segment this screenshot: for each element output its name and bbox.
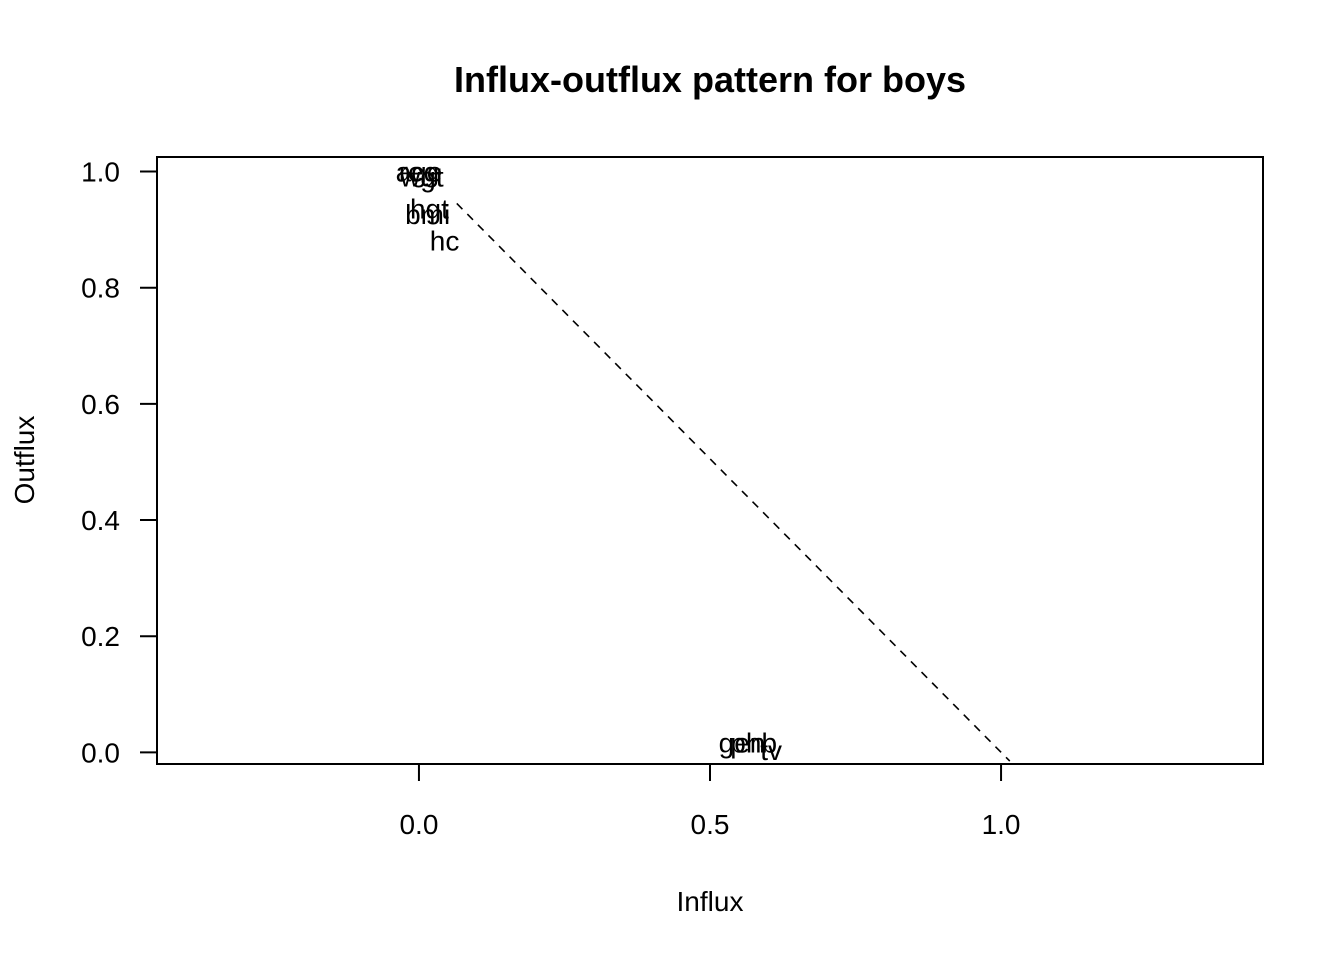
- y-axis: 0.0 0.2 0.4 0.6 0.8 1.0: [81, 157, 158, 768]
- point-label-reg: reg: [399, 157, 439, 188]
- y-tick-label: 1.0: [81, 157, 120, 188]
- point-label-age: age: [396, 157, 443, 188]
- y-tick-label: 0.4: [81, 505, 120, 536]
- x-axis-label: Influx: [677, 886, 744, 917]
- y-tick-label: 0.2: [81, 621, 120, 652]
- point-label-bmi: bmi: [405, 199, 450, 230]
- x-tick-label: 0.5: [691, 809, 730, 840]
- point-label-hc: hc: [430, 226, 460, 257]
- x-tick-label: 1.0: [982, 809, 1021, 840]
- point-label-gen: gen: [719, 728, 766, 759]
- y-tick-label: 0.8: [81, 273, 120, 304]
- y-axis-label: Outflux: [9, 416, 40, 505]
- point-label-wgt: wgt: [399, 162, 444, 193]
- point-label-tv: tv: [760, 735, 782, 766]
- point-label-phb: phb: [730, 728, 777, 759]
- x-tick-label: 0.0: [399, 809, 438, 840]
- reference-line-layer: [456, 202, 1011, 762]
- reference-line: [456, 202, 1011, 762]
- x-axis: 0.0 0.5 1.0: [399, 763, 1021, 840]
- y-tick-label: 0.6: [81, 389, 120, 420]
- chart-title: Influx-outflux pattern for boys: [454, 59, 966, 100]
- y-tick-label: 0.0: [81, 737, 120, 768]
- plot-frame: [156, 156, 1264, 765]
- point-label-hgt: hgt: [410, 194, 449, 225]
